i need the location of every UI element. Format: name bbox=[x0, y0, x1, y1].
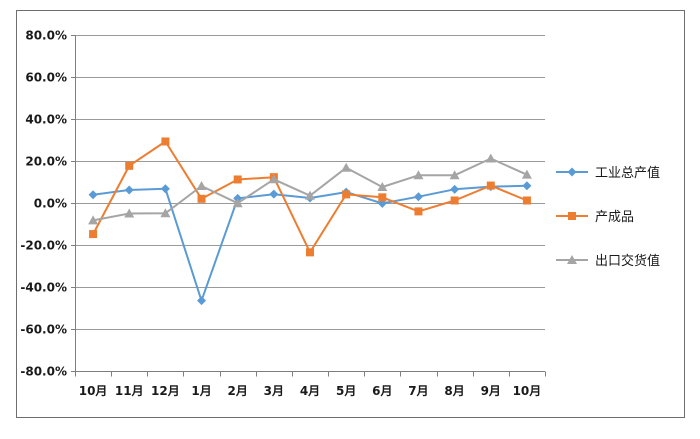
data-point bbox=[306, 248, 314, 257]
axes bbox=[71, 35, 546, 377]
data-point bbox=[160, 208, 171, 218]
series-2 bbox=[88, 153, 532, 225]
data-point bbox=[522, 181, 532, 191]
data-point bbox=[124, 185, 134, 195]
x-tick-label: 7月 bbox=[408, 384, 428, 398]
legend-item: 出口交货值 bbox=[556, 253, 660, 269]
y-tick-label: -60.0% bbox=[20, 323, 67, 337]
data-point bbox=[486, 181, 495, 190]
data-point bbox=[521, 169, 532, 179]
x-tick-label: 12月 bbox=[151, 384, 180, 398]
data-point bbox=[88, 215, 99, 225]
x-tick-label: 10月 bbox=[79, 384, 108, 398]
x-tick-label: 5月 bbox=[336, 384, 356, 398]
y-tick-label: 0.0% bbox=[34, 197, 67, 211]
legend-swatch-marker bbox=[568, 212, 576, 220]
x-tick-labels: 10月 11月 12月 1月 2月 3月 4月 5月 6月 7月 8月 9月 10月 bbox=[79, 384, 542, 398]
data-point bbox=[522, 196, 531, 205]
chart-border bbox=[16, 10, 685, 418]
y-tick-label: -40.0% bbox=[20, 281, 67, 295]
x-tick-label: 3月 bbox=[264, 384, 284, 398]
legend-swatch-marker bbox=[567, 167, 577, 177]
series-0 bbox=[88, 181, 532, 306]
data-point bbox=[413, 170, 424, 180]
x-tick-label: 11月 bbox=[115, 384, 144, 398]
data-point bbox=[233, 175, 242, 184]
data-point bbox=[450, 196, 459, 205]
x-tick-label: 4月 bbox=[300, 384, 320, 398]
data-point bbox=[89, 230, 98, 239]
x-tick-label: 9月 bbox=[481, 384, 501, 398]
data-point bbox=[197, 296, 207, 306]
y-tick-label: 20.0% bbox=[25, 155, 67, 169]
data-point bbox=[161, 137, 170, 146]
data-point bbox=[124, 208, 135, 218]
data-point bbox=[378, 193, 387, 202]
series-1 bbox=[89, 137, 531, 257]
x-tick-label: 6月 bbox=[372, 384, 392, 398]
data-point bbox=[232, 198, 243, 208]
plot-series bbox=[88, 137, 532, 306]
legend-label: 出口交货值 bbox=[595, 253, 660, 269]
data-point bbox=[449, 170, 460, 180]
data-point bbox=[197, 194, 206, 203]
x-tick-label: 1月 bbox=[191, 384, 211, 398]
data-point bbox=[268, 174, 279, 184]
data-point bbox=[485, 153, 496, 163]
legend-item: 产成品 bbox=[556, 210, 634, 225]
legend-label: 产成品 bbox=[595, 210, 634, 225]
legend-label: 工业总产值 bbox=[595, 165, 660, 181]
y-tick-label: 40.0% bbox=[25, 113, 67, 127]
data-point bbox=[341, 162, 352, 172]
legend-swatch-marker bbox=[567, 255, 577, 264]
data-point bbox=[413, 192, 423, 202]
y-tick-label: -80.0% bbox=[20, 365, 67, 379]
data-point bbox=[125, 161, 134, 170]
data-point bbox=[414, 207, 423, 216]
x-tick-label: 2月 bbox=[228, 384, 248, 398]
x-tick-label: 10月 bbox=[513, 384, 542, 398]
data-point bbox=[450, 184, 460, 194]
data-point bbox=[196, 180, 207, 190]
data-point bbox=[88, 190, 98, 200]
data-point bbox=[305, 190, 315, 200]
x-tick-label: 8月 bbox=[444, 384, 464, 398]
y-tick-label: 80.0% bbox=[25, 29, 67, 43]
legend-item: 工业总产值 bbox=[556, 165, 660, 181]
data-point bbox=[342, 190, 351, 199]
y-tick-label: -20.0% bbox=[20, 239, 67, 253]
data-point bbox=[160, 184, 170, 194]
data-point bbox=[377, 182, 388, 192]
gridlines bbox=[75, 35, 545, 372]
data-point bbox=[269, 189, 279, 199]
y-tick-label: 60.0% bbox=[25, 71, 67, 85]
y-tick-labels: 80.0% 60.0% 40.0% 20.0% 0.0% -20.0% -40.0% -60.… bbox=[20, 29, 67, 379]
